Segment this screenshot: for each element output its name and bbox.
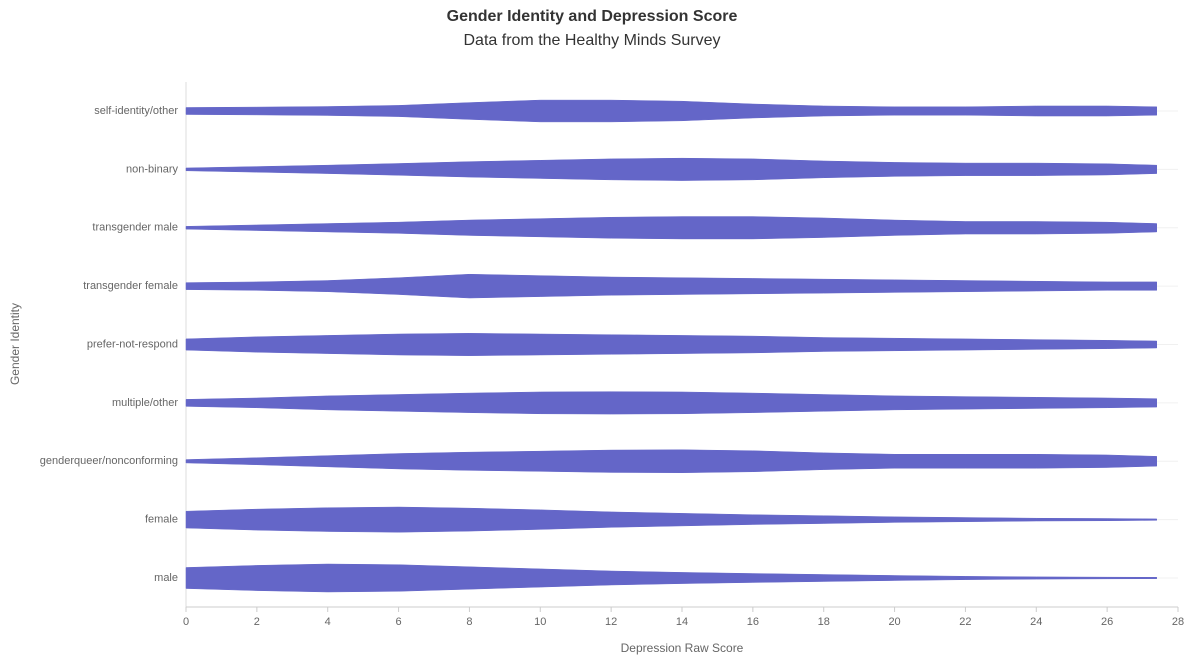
y-tick-label: transgender female bbox=[83, 280, 178, 292]
violin-upper bbox=[185, 157, 1157, 170]
x-tick-label: 6 bbox=[396, 616, 402, 628]
x-tick-label: 2 bbox=[254, 616, 260, 628]
x-tick-label: 18 bbox=[818, 616, 830, 628]
x-tick-label: 4 bbox=[325, 616, 331, 628]
y-tick-label: prefer-not-respond bbox=[87, 338, 178, 350]
x-tick-label: 14 bbox=[676, 616, 688, 628]
y-tick-label: male bbox=[154, 572, 178, 584]
violin-lower bbox=[185, 461, 1157, 473]
x-tick-label: 20 bbox=[888, 616, 900, 628]
violin-upper bbox=[185, 333, 1157, 345]
y-tick-label: multiple/other bbox=[112, 397, 178, 409]
x-tick-label: 12 bbox=[605, 616, 617, 628]
violin-upper bbox=[185, 216, 1157, 228]
violin-lower bbox=[185, 285, 1157, 299]
x-tick-label: 22 bbox=[959, 616, 971, 628]
y-axis-label: Gender Identity bbox=[8, 303, 22, 385]
violin-lower bbox=[185, 577, 1157, 593]
y-tick-label: self-identity/other bbox=[94, 105, 178, 117]
x-axis-label: Depression Raw Score bbox=[621, 641, 744, 655]
violin-upper bbox=[185, 99, 1157, 112]
x-tick-label: 10 bbox=[534, 616, 546, 628]
x-tick-label: 24 bbox=[1030, 616, 1042, 628]
x-tick-label: 0 bbox=[183, 616, 189, 628]
chart-subtitle: Data from the Healthy Minds Survey bbox=[464, 32, 721, 49]
x-tick-label: 28 bbox=[1172, 616, 1184, 628]
violin-upper bbox=[185, 506, 1157, 520]
violin-lower bbox=[185, 227, 1157, 240]
y-tick-label: transgender male bbox=[92, 222, 178, 234]
violin-upper bbox=[185, 273, 1157, 287]
violin-upper bbox=[185, 391, 1157, 404]
violin-lower bbox=[185, 169, 1157, 181]
x-tick-label: 26 bbox=[1101, 616, 1113, 628]
y-tick-label: female bbox=[145, 514, 178, 526]
y-tick-label: genderqueer/nonconforming bbox=[40, 455, 178, 467]
y-tick-label: non-binary bbox=[126, 163, 178, 175]
violin-upper bbox=[185, 449, 1157, 462]
violin-lower bbox=[185, 519, 1157, 533]
violin-lower bbox=[185, 110, 1157, 123]
x-tick-label: 8 bbox=[466, 616, 472, 628]
violin-upper bbox=[185, 563, 1157, 579]
chart-title: Gender Identity and Depression Score bbox=[447, 8, 738, 25]
x-tick-label: 16 bbox=[747, 616, 759, 628]
violin-lower bbox=[185, 344, 1157, 356]
violin-lower bbox=[185, 402, 1157, 415]
